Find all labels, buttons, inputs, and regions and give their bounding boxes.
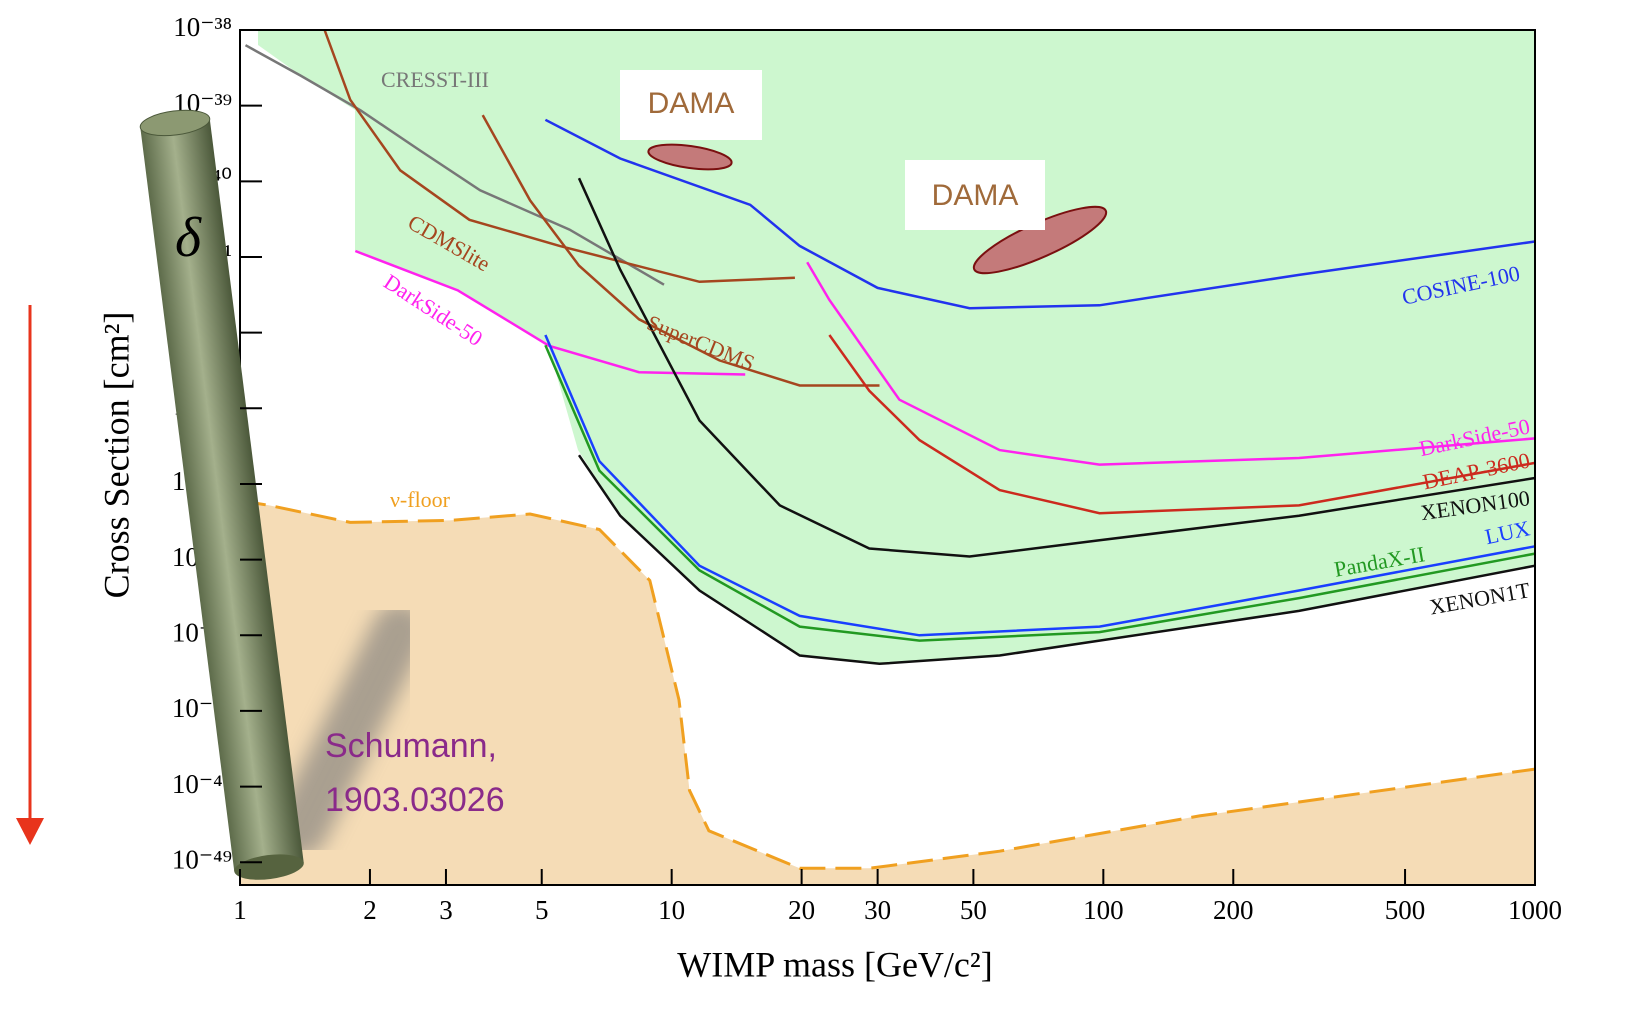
annotation: δ: [175, 207, 202, 269]
series-label: ν-floor: [390, 487, 451, 512]
x-tick-label: 200: [1213, 895, 1254, 925]
x-tick-label: 5: [535, 895, 549, 925]
chart: 10⁻³⁸10⁻³⁹10⁻⁴⁰10⁻⁴¹10⁻⁴²10⁻⁴³10⁻⁴⁴10⁻⁴⁵…: [0, 0, 1632, 1031]
cylinder-body: [140, 119, 303, 872]
x-tick-label: 1000: [1508, 895, 1562, 925]
page: 10⁻³⁸10⁻³⁹10⁻⁴⁰10⁻⁴¹10⁻⁴²10⁻⁴³10⁻⁴⁴10⁻⁴⁵…: [0, 0, 1632, 1031]
annotation: DAMA: [648, 87, 735, 120]
x-axis-title: WIMP mass [GeV/c²]: [677, 944, 992, 984]
x-tick-label: 500: [1385, 895, 1426, 925]
y-tick-label: 10⁻⁴⁹: [172, 844, 232, 874]
x-tick-label: 100: [1083, 895, 1124, 925]
red-arrow: [16, 305, 44, 845]
y-axis-title: Cross Section [cm²]: [96, 312, 136, 599]
x-tick-label: 3: [439, 895, 453, 925]
annotation: 1903.03026: [325, 781, 505, 819]
arrow-head: [16, 818, 44, 845]
annotation: Schumann,: [325, 727, 497, 765]
x-tick-label: 2: [363, 895, 377, 925]
x-tick-label: 50: [960, 895, 987, 925]
x-tick-label: 30: [864, 895, 891, 925]
cylinder: [139, 107, 305, 884]
x-tick-label: 1: [233, 895, 247, 925]
annotation: DAMA: [932, 179, 1019, 212]
y-tick-label: 10⁻³⁸: [173, 12, 232, 42]
x-tick-label: 10: [658, 895, 685, 925]
series-label: CRESST-III: [381, 67, 489, 92]
x-tick-label: 20: [788, 895, 815, 925]
